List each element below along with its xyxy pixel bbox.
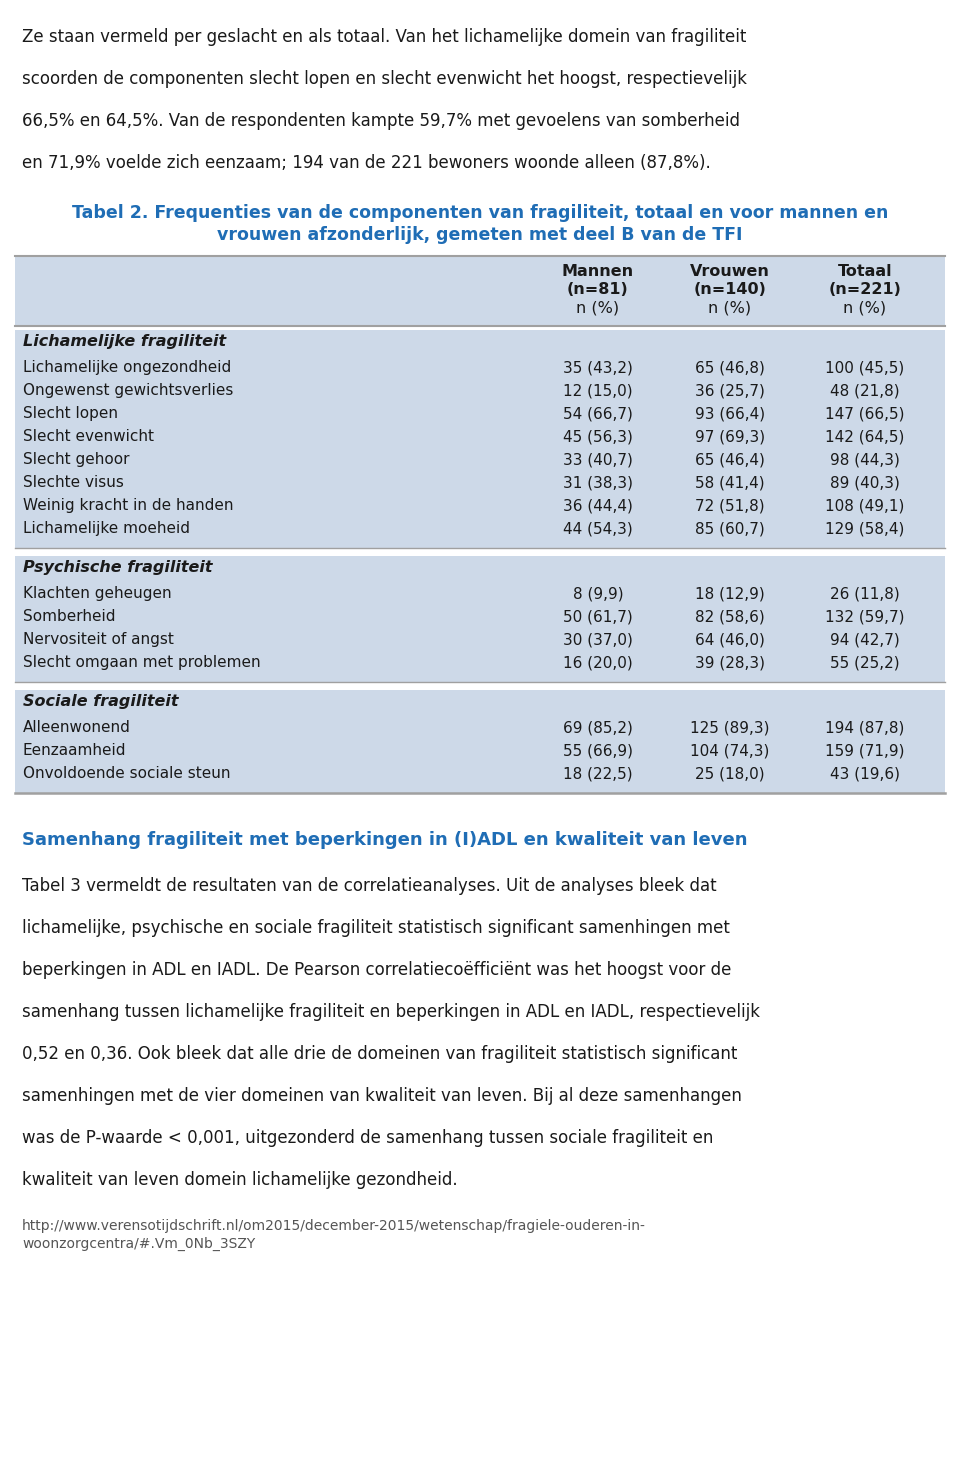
Text: 8 (9,9): 8 (9,9) (573, 587, 623, 601)
Text: 0,52 en 0,36. Ook bleek dat alle drie de domeinen van fragiliteit statistisch si: 0,52 en 0,36. Ook bleek dat alle drie de… (22, 1045, 737, 1063)
Text: 16 (20,0): 16 (20,0) (564, 656, 633, 670)
Text: 194 (87,8): 194 (87,8) (826, 720, 904, 735)
Text: 108 (49,1): 108 (49,1) (826, 498, 904, 513)
Text: n (%): n (%) (708, 300, 752, 315)
Text: 125 (89,3): 125 (89,3) (690, 720, 770, 735)
Text: 65 (46,8): 65 (46,8) (695, 360, 765, 375)
Text: 93 (66,4): 93 (66,4) (695, 406, 765, 420)
Text: Ongewenst gewichtsverlies: Ongewenst gewichtsverlies (23, 384, 233, 398)
Text: Psychische fragiliteit: Psychische fragiliteit (23, 560, 212, 575)
Text: woonzorgcentra/#.Vm_0Nb_3SZY: woonzorgcentra/#.Vm_0Nb_3SZY (22, 1236, 255, 1251)
Text: Lichamelijke fragiliteit: Lichamelijke fragiliteit (23, 334, 227, 348)
Text: samenhang tussen lichamelijke fragiliteit en beperkingen in ADL en IADL, respect: samenhang tussen lichamelijke fragilitei… (22, 1003, 760, 1022)
Text: n (%): n (%) (844, 300, 887, 315)
Text: lichamelijke, psychische en sociale fragiliteit statistisch significant samenhin: lichamelijke, psychische en sociale frag… (22, 919, 730, 936)
Text: 94 (42,7): 94 (42,7) (830, 632, 900, 647)
Text: 45 (56,3): 45 (56,3) (564, 429, 633, 444)
Text: Weinig kracht in de handen: Weinig kracht in de handen (23, 498, 233, 513)
Text: Lichamelijke ongezondheid: Lichamelijke ongezondheid (23, 360, 231, 375)
Text: 58 (41,4): 58 (41,4) (695, 475, 765, 490)
Bar (15, 689, 945, 792)
Text: 89 (40,3): 89 (40,3) (830, 475, 900, 490)
Text: Onvoldoende sociale steun: Onvoldoende sociale steun (23, 766, 230, 781)
Text: Nervositeit of angst: Nervositeit of angst (23, 632, 174, 647)
Text: 50 (61,7): 50 (61,7) (564, 609, 633, 623)
Text: 159 (71,9): 159 (71,9) (826, 742, 904, 759)
Text: 98 (44,3): 98 (44,3) (830, 451, 900, 467)
Text: Eenzaamheid: Eenzaamheid (23, 742, 127, 759)
Text: 85 (60,7): 85 (60,7) (695, 520, 765, 537)
Text: kwaliteit van leven domein lichamelijke gezondheid.: kwaliteit van leven domein lichamelijke … (22, 1172, 458, 1189)
Text: vrouwen afzonderlijk, gemeten met deel B van de TFI: vrouwen afzonderlijk, gemeten met deel B… (217, 226, 743, 244)
Text: 69 (85,2): 69 (85,2) (564, 720, 633, 735)
Text: 43 (19,6): 43 (19,6) (830, 766, 900, 781)
Text: 64 (46,0): 64 (46,0) (695, 632, 765, 647)
Text: was de P-waarde < 0,001, uitgezonderd de samenhang tussen sociale fragiliteit en: was de P-waarde < 0,001, uitgezonderd de… (22, 1129, 713, 1147)
Text: 35 (43,2): 35 (43,2) (564, 360, 633, 375)
Text: Sociale fragiliteit: Sociale fragiliteit (23, 694, 179, 709)
Text: Somberheid: Somberheid (23, 609, 115, 623)
Text: 36 (44,4): 36 (44,4) (564, 498, 633, 513)
Text: samenhingen met de vier domeinen van kwaliteit van leven. Bij al deze samenhange: samenhingen met de vier domeinen van kwa… (22, 1086, 742, 1105)
Text: 147 (66,5): 147 (66,5) (826, 406, 904, 420)
Text: 72 (51,8): 72 (51,8) (695, 498, 765, 513)
Text: 82 (58,6): 82 (58,6) (695, 609, 765, 623)
Text: (n=81): (n=81) (567, 282, 629, 297)
Text: (n=221): (n=221) (828, 282, 901, 297)
Text: 39 (28,3): 39 (28,3) (695, 656, 765, 670)
Text: Slecht evenwicht: Slecht evenwicht (23, 429, 154, 444)
Text: 132 (59,7): 132 (59,7) (826, 609, 904, 623)
Text: 55 (66,9): 55 (66,9) (563, 742, 633, 759)
Text: en 71,9% voelde zich eenzaam; 194 van de 221 bewoners woonde alleen (87,8%).: en 71,9% voelde zich eenzaam; 194 van de… (22, 154, 710, 172)
Text: 54 (66,7): 54 (66,7) (564, 406, 633, 420)
Text: 31 (38,3): 31 (38,3) (563, 475, 633, 490)
Text: 65 (46,4): 65 (46,4) (695, 451, 765, 467)
Bar (15, 329, 945, 548)
Text: Klachten geheugen: Klachten geheugen (23, 587, 172, 601)
Text: 18 (22,5): 18 (22,5) (564, 766, 633, 781)
Text: 129 (58,4): 129 (58,4) (826, 520, 904, 537)
Text: 142 (64,5): 142 (64,5) (826, 429, 904, 444)
Text: scoorden de componenten slecht lopen en slecht evenwicht het hoogst, respectieve: scoorden de componenten slecht lopen en … (22, 71, 747, 88)
Bar (15, 556, 945, 682)
Text: Slecht gehoor: Slecht gehoor (23, 451, 130, 467)
Text: 104 (74,3): 104 (74,3) (690, 742, 770, 759)
Text: 66,5% en 64,5%. Van de respondenten kampte 59,7% met gevoelens van somberheid: 66,5% en 64,5%. Van de respondenten kamp… (22, 112, 740, 129)
Text: Samenhang fragiliteit met beperkingen in (I)ADL en kwaliteit van leven: Samenhang fragiliteit met beperkingen in… (22, 831, 748, 850)
Text: 18 (12,9): 18 (12,9) (695, 587, 765, 601)
Text: 25 (18,0): 25 (18,0) (695, 766, 765, 781)
Text: Totaal: Totaal (838, 265, 892, 279)
Text: Lichamelijke moeheid: Lichamelijke moeheid (23, 520, 190, 537)
Text: 12 (15,0): 12 (15,0) (564, 384, 633, 398)
Text: (n=140): (n=140) (693, 282, 766, 297)
Text: Mannen: Mannen (562, 265, 634, 279)
Text: 33 (40,7): 33 (40,7) (564, 451, 633, 467)
Text: beperkingen in ADL en IADL. De Pearson correlatiecoëfficiënt was het hoogst voor: beperkingen in ADL en IADL. De Pearson c… (22, 961, 732, 979)
Text: Slecht lopen: Slecht lopen (23, 406, 118, 420)
Text: 48 (21,8): 48 (21,8) (830, 384, 900, 398)
Text: http://www.verensotijdschrift.nl/om2015/december-2015/wetenschap/fragiele-oudere: http://www.verensotijdschrift.nl/om2015/… (22, 1219, 646, 1233)
Text: 97 (69,3): 97 (69,3) (695, 429, 765, 444)
Text: n (%): n (%) (576, 300, 619, 315)
Text: 30 (37,0): 30 (37,0) (564, 632, 633, 647)
Text: Alleenwonend: Alleenwonend (23, 720, 131, 735)
Text: Tabel 3 vermeldt de resultaten van de correlatieanalyses. Uit de analyses bleek : Tabel 3 vermeldt de resultaten van de co… (22, 878, 716, 895)
Text: Vrouwen: Vrouwen (690, 265, 770, 279)
Text: Ze staan vermeld per geslacht en als totaal. Van het lichamelijke domein van fra: Ze staan vermeld per geslacht en als tot… (22, 28, 746, 46)
Text: 100 (45,5): 100 (45,5) (826, 360, 904, 375)
Text: Tabel 2. Frequenties van de componenten van fragiliteit, totaal en voor mannen e: Tabel 2. Frequenties van de componenten … (72, 204, 888, 222)
Text: 26 (11,8): 26 (11,8) (830, 587, 900, 601)
Text: Slechte visus: Slechte visus (23, 475, 124, 490)
Text: 55 (25,2): 55 (25,2) (830, 656, 900, 670)
Bar (15, 256, 945, 326)
Text: Slecht omgaan met problemen: Slecht omgaan met problemen (23, 656, 260, 670)
Text: 44 (54,3): 44 (54,3) (564, 520, 633, 537)
Text: 36 (25,7): 36 (25,7) (695, 384, 765, 398)
